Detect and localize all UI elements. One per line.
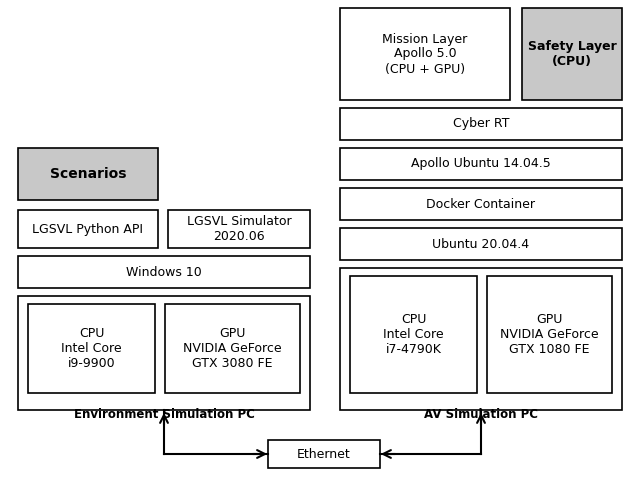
FancyBboxPatch shape (350, 276, 477, 393)
Text: LGSVL Simulator
2020.06: LGSVL Simulator 2020.06 (187, 215, 291, 243)
FancyBboxPatch shape (268, 440, 380, 468)
Text: Scenarios: Scenarios (50, 167, 126, 181)
Text: CPU
Intel Core
i7-4790K: CPU Intel Core i7-4790K (383, 313, 444, 356)
FancyBboxPatch shape (522, 8, 622, 100)
Text: Docker Container: Docker Container (426, 198, 536, 211)
Text: Environment Simulation PC: Environment Simulation PC (74, 409, 255, 421)
FancyBboxPatch shape (487, 276, 612, 393)
FancyBboxPatch shape (165, 304, 300, 393)
Text: GPU
NVIDIA GeForce
GTX 3080 FE: GPU NVIDIA GeForce GTX 3080 FE (183, 327, 282, 370)
Text: GPU
NVIDIA GeForce
GTX 1080 FE: GPU NVIDIA GeForce GTX 1080 FE (500, 313, 599, 356)
Text: CPU
Intel Core
i9-9900: CPU Intel Core i9-9900 (61, 327, 122, 370)
Text: AV Simulation PC: AV Simulation PC (424, 409, 538, 421)
Text: Ethernet: Ethernet (297, 447, 351, 460)
FancyBboxPatch shape (18, 256, 310, 288)
FancyBboxPatch shape (28, 304, 155, 393)
Text: Windows 10: Windows 10 (126, 266, 202, 279)
Text: Ubuntu 20.04.4: Ubuntu 20.04.4 (433, 238, 529, 251)
FancyBboxPatch shape (340, 8, 510, 100)
Text: Safety Layer
(CPU): Safety Layer (CPU) (527, 40, 616, 68)
FancyBboxPatch shape (340, 108, 622, 140)
Text: Cyber RT: Cyber RT (452, 118, 509, 131)
FancyBboxPatch shape (340, 188, 622, 220)
Text: Apollo Ubuntu 14.04.5: Apollo Ubuntu 14.04.5 (411, 158, 551, 171)
FancyBboxPatch shape (168, 210, 310, 248)
FancyBboxPatch shape (340, 148, 622, 180)
Text: Mission Layer
Apollo 5.0
(CPU + GPU): Mission Layer Apollo 5.0 (CPU + GPU) (382, 32, 468, 76)
FancyBboxPatch shape (340, 268, 622, 410)
Text: LGSVL Python API: LGSVL Python API (33, 223, 143, 236)
FancyBboxPatch shape (18, 296, 310, 410)
FancyBboxPatch shape (18, 148, 158, 200)
FancyBboxPatch shape (18, 210, 158, 248)
FancyBboxPatch shape (340, 228, 622, 260)
